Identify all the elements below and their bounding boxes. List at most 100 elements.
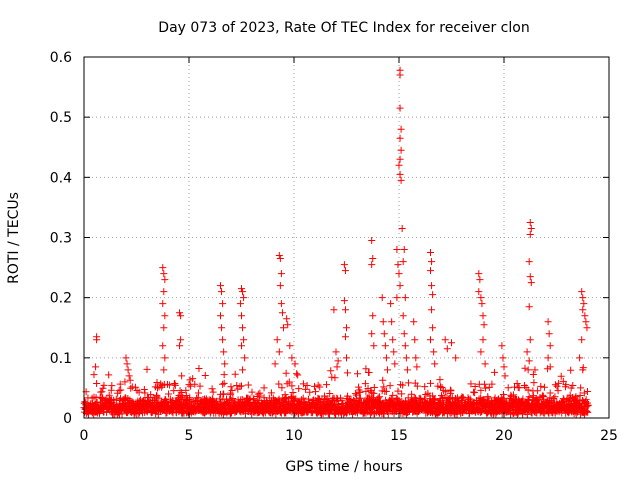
roti-point <box>280 324 287 332</box>
roti-point <box>491 368 499 376</box>
roti-point <box>525 393 533 401</box>
roti-point <box>124 366 132 374</box>
roti-point <box>227 383 235 391</box>
roti-point <box>125 372 133 380</box>
roti-point <box>515 384 523 392</box>
roti-point <box>544 318 552 326</box>
y-tick-label: 0.3 <box>50 231 72 247</box>
roti-point <box>282 369 290 377</box>
roti-point <box>276 255 284 263</box>
roti-point <box>218 288 226 296</box>
roti-point <box>481 380 489 388</box>
roti-point <box>196 382 204 390</box>
roti-point <box>557 372 565 380</box>
roti-point <box>299 394 307 402</box>
roti-point <box>578 288 586 296</box>
roti-point <box>445 395 453 403</box>
roti-point <box>523 410 531 418</box>
roti-point <box>379 318 387 326</box>
roti-point <box>343 409 350 417</box>
roti-point <box>284 321 292 329</box>
roti-point <box>525 357 533 365</box>
roti-point <box>295 385 303 393</box>
roti-point <box>526 273 534 281</box>
roti-point <box>115 387 123 395</box>
roti-point <box>443 345 451 353</box>
roti-point <box>126 376 134 384</box>
roti-point <box>500 394 508 402</box>
roti-point <box>410 318 418 326</box>
roti-point <box>361 380 369 388</box>
roti-point <box>92 363 100 371</box>
roti-point <box>529 392 537 400</box>
roti-point <box>238 382 245 390</box>
roti-point <box>238 285 245 293</box>
roti-point <box>400 330 408 338</box>
roti-point <box>395 270 403 278</box>
roti-point <box>484 393 492 401</box>
roti-point <box>475 288 483 296</box>
roti-point <box>100 381 108 389</box>
roti-point <box>231 370 239 378</box>
roti-point <box>427 379 434 387</box>
roti-point <box>219 336 227 344</box>
roti-point <box>277 270 285 278</box>
roti-point <box>477 348 485 356</box>
roti-point <box>370 342 378 350</box>
roti-point <box>396 71 404 79</box>
roti-point <box>328 373 336 381</box>
roti-point <box>217 282 224 290</box>
x-tick-label: 20 <box>495 428 513 444</box>
roti-point <box>398 397 406 405</box>
roti-point <box>438 383 446 391</box>
roti-point <box>396 282 404 290</box>
roti-point <box>153 379 161 387</box>
roti-point <box>356 394 364 402</box>
roti-point <box>546 342 554 350</box>
roti-point <box>479 336 487 344</box>
roti-point <box>248 388 256 396</box>
roti-point <box>579 306 587 314</box>
roti-point <box>398 224 406 232</box>
roti-point <box>273 336 281 344</box>
roti-point <box>430 396 438 404</box>
roti-point <box>526 336 534 344</box>
roti-point <box>498 342 506 350</box>
x-axis-label: GPS time / hours <box>285 459 402 475</box>
roti-point <box>285 378 293 386</box>
roti-point <box>527 279 535 287</box>
roti-point <box>480 321 488 329</box>
roti-point <box>530 379 538 387</box>
x-tick-label: 5 <box>185 428 194 444</box>
roti-point <box>160 288 168 296</box>
roti-point <box>576 354 584 362</box>
roti-point <box>90 371 98 379</box>
roti-point <box>369 255 377 263</box>
roti-point <box>477 294 485 302</box>
roti-point <box>326 389 334 397</box>
roti-point <box>534 387 542 395</box>
roti-point <box>154 384 161 392</box>
roti-point <box>314 381 322 389</box>
roti-point <box>170 387 178 395</box>
roti-point <box>93 380 101 388</box>
roti-point <box>509 391 517 399</box>
roti-point <box>121 378 129 386</box>
roti-point <box>271 360 279 368</box>
roti-point <box>278 309 286 317</box>
roti-point <box>413 382 421 390</box>
roti-point <box>526 230 534 238</box>
roti-point <box>81 398 89 406</box>
roti-point <box>240 336 248 344</box>
roti-point <box>427 267 434 275</box>
roti-point <box>161 276 169 284</box>
roti-point <box>171 380 179 388</box>
roti-point <box>429 324 437 332</box>
roti-point <box>540 383 548 391</box>
roti-point <box>218 324 226 332</box>
roti-point <box>294 371 302 379</box>
x-tick-label: 25 <box>600 428 618 444</box>
roti-point <box>526 218 534 226</box>
roti-point <box>340 297 348 305</box>
roti-point <box>217 312 224 320</box>
